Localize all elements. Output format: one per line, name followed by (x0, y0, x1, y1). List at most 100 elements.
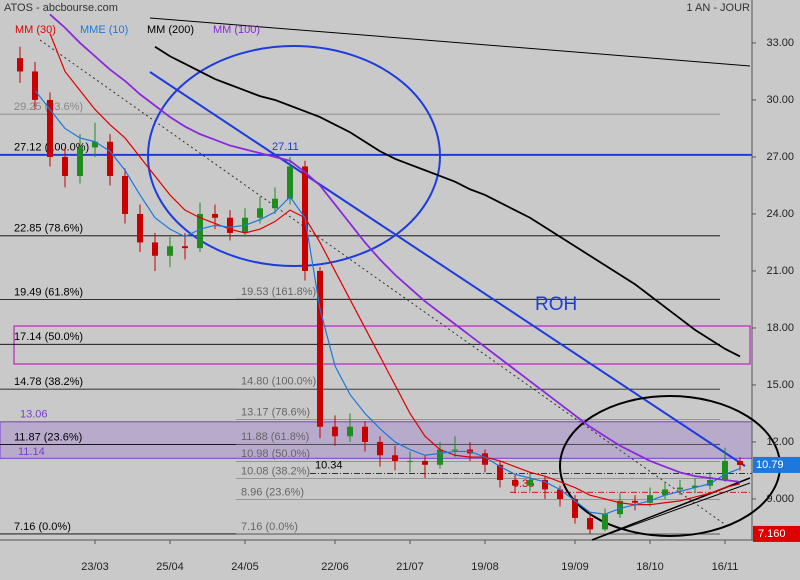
zone-bottom-label: 11.14 (18, 446, 45, 458)
candle-body (662, 489, 668, 496)
fib-label: 11.87 (23.6%) (14, 431, 82, 443)
fib-label: 17.14 (50.0%) (14, 331, 83, 343)
low-price-label: 7.160 (758, 528, 786, 540)
candle-body (212, 213, 218, 218)
blue-trend (149, 71, 746, 467)
magenta-box (13, 325, 751, 365)
x-tick-label: 25/04 (156, 561, 184, 573)
candle-body (677, 487, 683, 490)
fib-extension-label: 13.17 (78.6%) (241, 407, 310, 419)
ma-line (154, 45, 741, 358)
trend-line (149, 17, 751, 67)
candle-body (92, 141, 98, 148)
zone-top-label: 13.06 (20, 409, 48, 421)
fib-extension-label: 10.08 (38.2%) (241, 465, 310, 477)
candle-body (572, 498, 578, 518)
y-tick-label: 21.00 (766, 265, 794, 277)
y-tick-label: 12.00 (766, 436, 794, 448)
legend-entry: MM (100) (213, 24, 260, 36)
candle-body (137, 213, 143, 243)
candle-body (167, 246, 173, 256)
fib-extension-label: 19.53 (161.8%) (241, 286, 316, 298)
last-price-box (753, 456, 800, 473)
x-tick-label: 19/09 (561, 561, 589, 573)
fib-label: 19.49 (61.8%) (14, 287, 83, 299)
candle-body (182, 246, 188, 249)
y-tick-label: 15.00 (766, 379, 794, 391)
x-tick-label: 18/10 (636, 561, 664, 573)
candle-body (557, 489, 563, 499)
candle-body (362, 426, 368, 442)
candle-body (377, 441, 383, 456)
x-tick-label: 23/03 (81, 561, 109, 573)
candle-body (512, 479, 518, 486)
y-tick-label: 9.000 (766, 493, 794, 505)
candle-body (422, 460, 428, 465)
candle-body (77, 147, 83, 176)
y-tick-label: 18.00 (766, 322, 794, 334)
fib-label: 14.78 (38.2%) (14, 376, 83, 388)
chart-title: ATOS - abcbourse.com (4, 2, 118, 14)
candle-body (17, 58, 23, 72)
last-price-label: 10.79 (756, 459, 784, 471)
candle-body (62, 156, 68, 176)
candle-body (722, 460, 728, 480)
y-tick-label: 30.00 (766, 94, 794, 106)
legend-entry: MM (200) (147, 24, 194, 36)
x-tick-label: 22/06 (321, 561, 349, 573)
candle-body (542, 479, 548, 490)
blue-circle (147, 45, 441, 267)
candle-body (152, 242, 158, 256)
y-tick-label: 33.00 (766, 37, 794, 49)
candle-body (197, 213, 203, 249)
candle-body (452, 449, 458, 451)
candle-body (287, 166, 293, 199)
candle-body (107, 141, 113, 176)
candle-body (482, 453, 488, 465)
candle-body (587, 517, 593, 530)
fib-extension-label: 10.98 (50.0%) (241, 448, 310, 460)
zone-band (0, 421, 753, 459)
candle-body (692, 485, 698, 488)
candle-body (437, 449, 443, 465)
candle-body (122, 175, 128, 214)
candle-body (407, 460, 413, 462)
y-tick-label: 27.00 (766, 151, 794, 163)
ma-line (34, 90, 741, 515)
candle-body (527, 479, 533, 486)
candle-body (347, 426, 353, 437)
candle-body (317, 270, 323, 427)
candle-body (257, 208, 263, 218)
fib-label: 22.85 (78.6%) (14, 223, 83, 235)
y-tick-label: 24.00 (766, 208, 794, 220)
roh-label: ROH (535, 294, 577, 315)
legend-entry: MM (30) (15, 24, 56, 36)
fib-extension-label: 8.96 (23.6%) (241, 487, 304, 499)
fib-extension-label: 11.88 (61.8%) (241, 431, 309, 443)
x-tick-label: 24/05 (231, 561, 259, 573)
candle-body (332, 426, 338, 437)
candle-body (647, 495, 653, 503)
candle-body (227, 217, 233, 233)
fib-extension-label: 14.80 (100.0%) (241, 376, 316, 388)
candle-body (707, 479, 713, 486)
legend-entry: MME (10) (80, 24, 128, 36)
x-tick-label: 21/07 (396, 561, 424, 573)
low-price-box (753, 525, 800, 542)
chart-subtitle: 1 AN - JOUR (686, 2, 750, 14)
candle-body (617, 500, 623, 515)
fib-label: 7.16 (0.0%) (14, 521, 71, 533)
x-tick-label: 19/08 (471, 561, 499, 573)
candle-body (32, 71, 38, 100)
candle-body (632, 500, 638, 503)
candle-body (272, 198, 278, 209)
resistance-label: 27.11 (272, 141, 299, 153)
x-tick-label: 16/11 (712, 561, 739, 573)
ma-line (49, 33, 741, 506)
fib-extension-label: 7.16 (0.0%) (241, 521, 298, 533)
candle-body (47, 99, 53, 157)
candle-body (497, 464, 503, 480)
